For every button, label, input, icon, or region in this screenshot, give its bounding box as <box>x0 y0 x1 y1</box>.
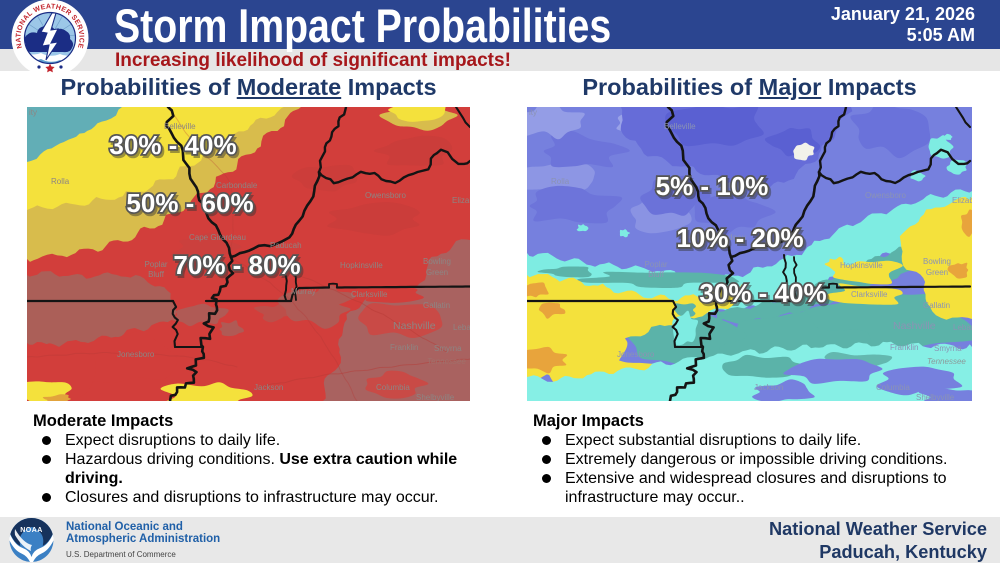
svg-text:Murray: Murray <box>291 287 316 296</box>
svg-text:Lebar: Lebar <box>453 323 470 332</box>
svg-text:Owensboro: Owensboro <box>865 191 906 200</box>
svg-text:10% - 20%: 10% - 20% <box>676 223 803 253</box>
svg-text:Poplar: Poplar <box>644 260 667 269</box>
svg-text:Green: Green <box>926 268 948 277</box>
svg-text:Carbondale: Carbondale <box>716 181 758 190</box>
svg-text:NOAA: NOAA <box>20 527 43 534</box>
svg-text:ity: ity <box>529 108 537 117</box>
svg-text:Tennessee: Tennessee <box>427 357 466 366</box>
svg-text:Elizab: Elizab <box>952 196 972 205</box>
svg-text:Bowling: Bowling <box>923 257 951 266</box>
svg-text:Rolla: Rolla <box>551 177 570 186</box>
svg-text:Hopkinsville: Hopkinsville <box>340 261 383 270</box>
svg-text:Gallatin: Gallatin <box>423 301 450 310</box>
svg-text:Clarksville: Clarksville <box>851 290 888 299</box>
svg-text:70% - 80%: 70% - 80% <box>173 250 300 280</box>
svg-text:Tennessee: Tennessee <box>927 357 966 366</box>
svg-text:Jackson: Jackson <box>254 383 283 392</box>
svg-text:Elizab: Elizab <box>452 196 470 205</box>
svg-text:Paducah: Paducah <box>270 241 302 250</box>
svg-text:Columbia: Columbia <box>876 383 910 392</box>
svg-text:Nashville: Nashville <box>893 320 936 332</box>
svg-text:Cape Girardeau: Cape Girardeau <box>689 233 746 242</box>
svg-text:Shelbyville: Shelbyville <box>416 393 455 401</box>
svg-text:Carbondale: Carbondale <box>216 181 258 190</box>
svg-text:Jackson: Jackson <box>754 383 783 392</box>
svg-text:5% - 10%: 5% - 10% <box>656 171 769 201</box>
svg-text:10% - 20%: 10% - 20% <box>678 226 805 256</box>
svg-text:30% - 40%: 30% - 40% <box>701 281 828 311</box>
svg-text:Paducah: Paducah <box>770 241 802 250</box>
svg-text:50% - 60%: 50% - 60% <box>128 191 255 221</box>
svg-text:Belleville: Belleville <box>164 122 196 131</box>
svg-text:Rolla: Rolla <box>51 177 70 186</box>
svg-text:Bowling: Bowling <box>423 257 451 266</box>
svg-text:Smyrna: Smyrna <box>934 344 962 353</box>
svg-text:Franklin: Franklin <box>390 343 418 352</box>
svg-text:Hopkinsville: Hopkinsville <box>840 261 883 270</box>
svg-text:Poplar: Poplar <box>144 260 167 269</box>
svg-text:Franklin: Franklin <box>890 343 918 352</box>
svg-text:Columbia: Columbia <box>376 383 410 392</box>
svg-text:Gallatin: Gallatin <box>923 301 950 310</box>
svg-text:Smyrna: Smyrna <box>434 344 462 353</box>
svg-text:Murray: Murray <box>791 287 816 296</box>
svg-text:Jonesboro: Jonesboro <box>617 350 655 359</box>
svg-text:Jonesboro: Jonesboro <box>117 350 155 359</box>
svg-text:Shelbyville: Shelbyville <box>916 393 955 401</box>
svg-text:Bluff: Bluff <box>648 270 665 279</box>
svg-text:50% - 60%: 50% - 60% <box>126 188 253 218</box>
svg-text:ity: ity <box>29 108 37 117</box>
svg-text:Bluff: Bluff <box>148 270 165 279</box>
svg-text:Lebar: Lebar <box>953 323 972 332</box>
svg-text:30% - 40%: 30% - 40% <box>111 133 238 163</box>
svg-text:30% - 40%: 30% - 40% <box>109 130 236 160</box>
svg-text:70% - 80%: 70% - 80% <box>175 253 302 283</box>
svg-text:Green: Green <box>426 268 448 277</box>
svg-text:Owensboro: Owensboro <box>365 191 406 200</box>
svg-text:Cape Girardeau: Cape Girardeau <box>189 233 246 242</box>
svg-text:30% - 40%: 30% - 40% <box>699 278 826 308</box>
svg-text:Clarksville: Clarksville <box>351 290 388 299</box>
svg-text:5% - 10%: 5% - 10% <box>658 174 771 204</box>
svg-text:Belleville: Belleville <box>664 122 696 131</box>
svg-text:Nashville: Nashville <box>393 320 436 332</box>
